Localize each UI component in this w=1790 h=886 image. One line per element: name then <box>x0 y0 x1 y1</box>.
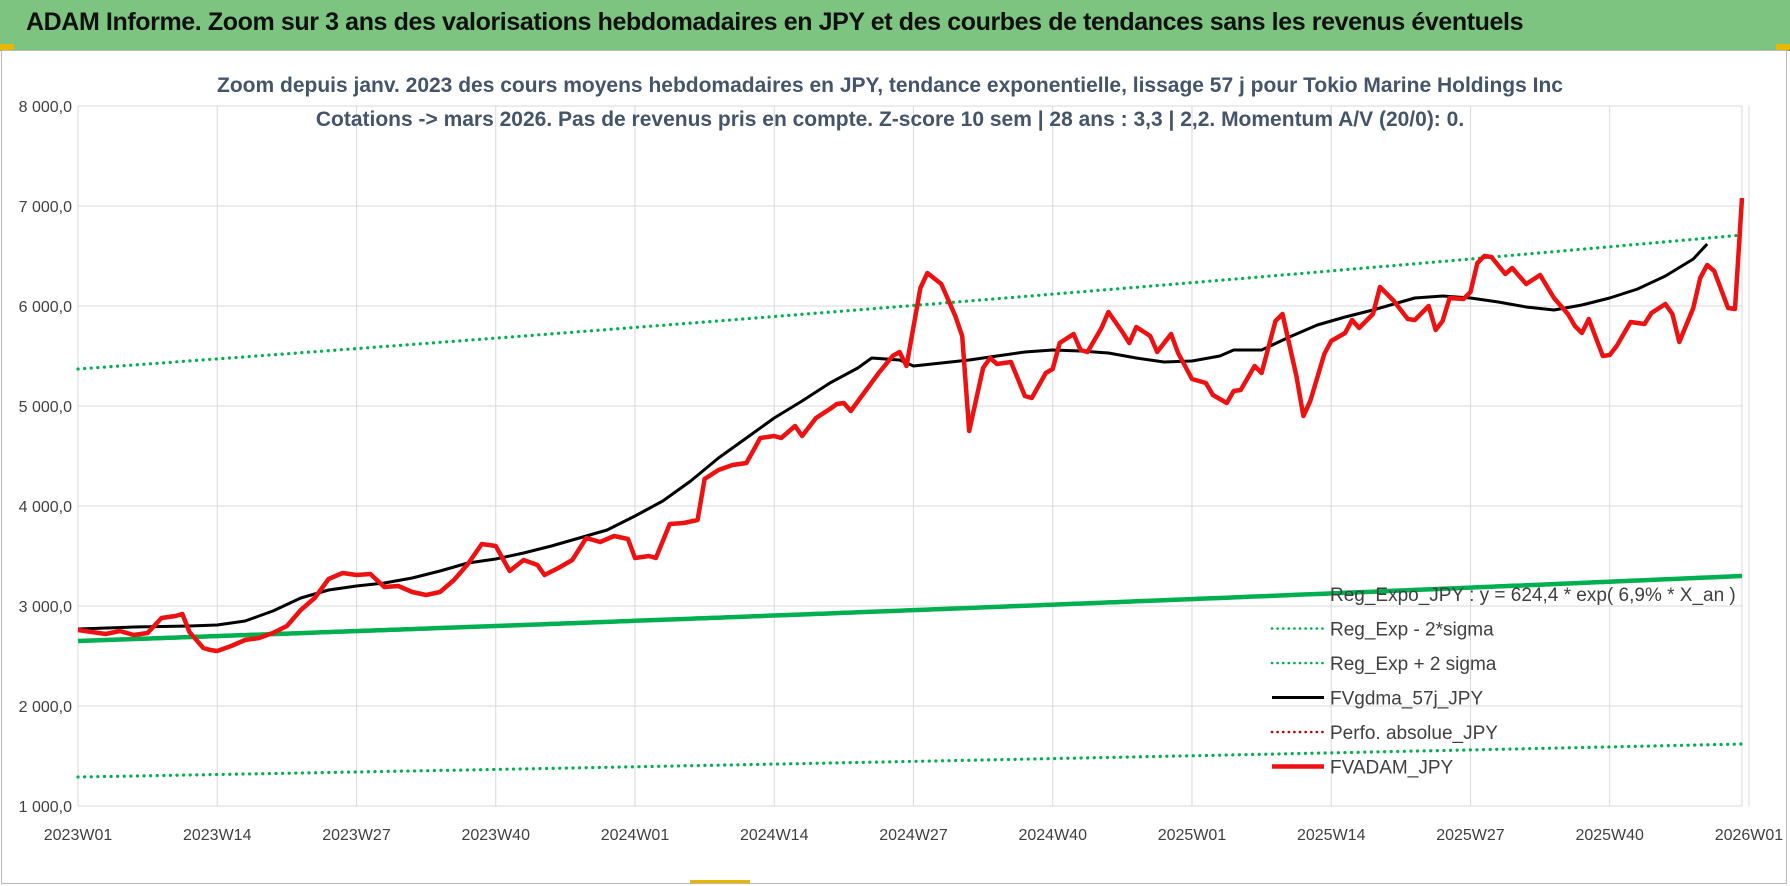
chart-subtitle: Cotations -> mars 2026. Pas de revenus p… <box>316 108 1464 131</box>
y-tick-label: 7 000,0 <box>19 199 72 216</box>
x-tick-label: 2023W27 <box>322 827 391 844</box>
y-tick-label: 5 000,0 <box>19 399 72 416</box>
x-tick-label: 2024W14 <box>740 827 809 844</box>
corner-marker <box>1776 44 1790 50</box>
chart-title: Zoom depuis janv. 2023 des cours moyens … <box>217 74 1563 97</box>
x-tick-label: 2025W27 <box>1436 827 1505 844</box>
x-tick-label: 2024W27 <box>879 827 948 844</box>
x-tick-label: 2023W01 <box>44 827 113 844</box>
report-header: ADAM Informe. Zoom sur 3 ans des valoris… <box>0 0 1790 51</box>
x-tick-label: 2025W40 <box>1575 827 1644 844</box>
series-layer <box>76 197 1745 779</box>
series-fvgdma-57j-jpy-line <box>77 242 1709 631</box>
legend-label: FVgdma_57j_JPY <box>1330 689 1483 710</box>
chart-frame <box>1 50 1787 884</box>
legend: Reg_Expo_JPY : y = 624,4 * exp( 6,9% * X… <box>1270 585 1736 779</box>
legend-label: FVADAM_JPY <box>1330 758 1454 779</box>
series-fvadam-jpy-line <box>77 197 1745 654</box>
tick-labels: 1 000,0 2 000,0 3 000,0 4 000,0 5 000,0 6 000… <box>19 99 1784 844</box>
x-tick-label: 2024W40 <box>1018 827 1087 844</box>
x-tick-label: 2026W01 <box>1715 827 1784 844</box>
y-tick-label: 4 000,0 <box>19 499 72 516</box>
corner-marker <box>0 44 14 50</box>
legend-label: Perfo. absolue_JPY <box>1330 723 1498 744</box>
y-tick-label: 8 000,0 <box>19 99 72 116</box>
x-tick-label: 2024W01 <box>601 827 670 844</box>
x-tick-label: 2023W40 <box>461 827 530 844</box>
legend-label: Reg_Expo_JPY : y = 624,4 * exp( 6,9% * X… <box>1330 585 1736 606</box>
series-reg-exp-2-sigma-line <box>76 233 1744 371</box>
x-tick-label: 2023W14 <box>183 827 252 844</box>
bottom-marker <box>690 880 750 884</box>
x-tick-label: 2025W01 <box>1158 827 1227 844</box>
y-tick-label: 2 000,0 <box>19 699 72 716</box>
legend-label: Reg_Exp - 2*sigma <box>1330 620 1494 641</box>
y-tick-label: 6 000,0 <box>19 299 72 316</box>
series-reg-expo-jpy-y-624-4-exp-6-9-x-an-line <box>77 573 1743 644</box>
gridlines <box>77 105 1750 807</box>
series-reg-exp-2-sigma-line <box>76 742 1744 779</box>
x-tick-label: 2025W14 <box>1297 827 1366 844</box>
y-tick-label: 3 000,0 <box>19 599 72 616</box>
legend-label: Reg_Exp + 2 sigma <box>1330 654 1497 675</box>
report-title: ADAM Informe. Zoom sur 3 ans des valoris… <box>26 8 1524 36</box>
y-tick-label: 1 000,0 <box>19 799 72 816</box>
